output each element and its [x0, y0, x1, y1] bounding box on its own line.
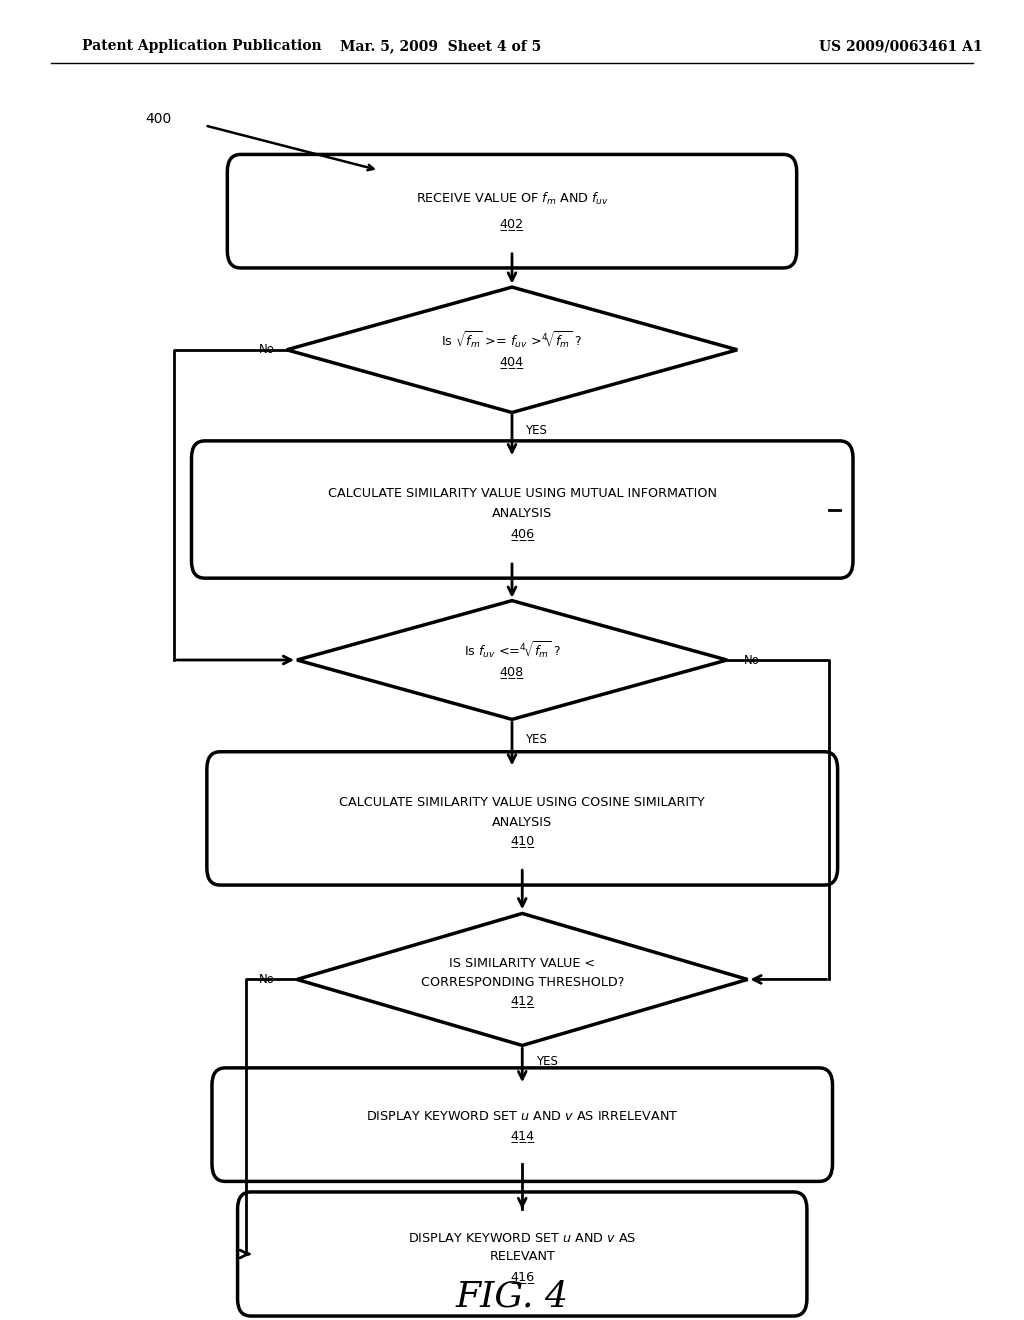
Text: 4̲0̲4̲: 4̲0̲4̲ [500, 355, 524, 368]
Text: No: No [258, 343, 274, 356]
Text: 4̲0̲8̲: 4̲0̲8̲ [500, 665, 524, 678]
Text: YES: YES [525, 733, 547, 746]
Text: 4̲1̲2̲: 4̲1̲2̲ [510, 994, 535, 1007]
Text: RELEVANT: RELEVANT [489, 1250, 555, 1263]
Text: YES: YES [536, 1055, 557, 1068]
Text: No: No [258, 973, 274, 986]
Text: 4̲0̲2̲: 4̲0̲2̲ [500, 216, 524, 230]
Text: DISPLAY KEYWORD SET $u$ AND $v$ AS IRRELEVANT: DISPLAY KEYWORD SET $u$ AND $v$ AS IRREL… [366, 1110, 679, 1123]
Text: Is $f_{uv}$ <=$^4\!\sqrt{f_m}$ ?: Is $f_{uv}$ <=$^4\!\sqrt{f_m}$ ? [464, 640, 560, 661]
FancyBboxPatch shape [212, 1068, 833, 1181]
Text: FIG. 4: FIG. 4 [456, 1279, 568, 1313]
Polygon shape [297, 913, 748, 1045]
FancyBboxPatch shape [207, 752, 838, 884]
Text: Is $\sqrt{f_m}$ >= $f_{uv}$ >$^4\!\sqrt{f_m}$ ?: Is $\sqrt{f_m}$ >= $f_{uv}$ >$^4\!\sqrt{… [441, 330, 583, 351]
Text: Mar. 5, 2009  Sheet 4 of 5: Mar. 5, 2009 Sheet 4 of 5 [340, 40, 541, 53]
Text: 4̲1̲4̲: 4̲1̲4̲ [510, 1129, 535, 1142]
Text: DISPLAY KEYWORD SET $u$ AND $v$ AS: DISPLAY KEYWORD SET $u$ AND $v$ AS [408, 1232, 637, 1245]
FancyBboxPatch shape [191, 441, 853, 578]
Text: IS SIMILARITY VALUE <: IS SIMILARITY VALUE < [450, 957, 595, 970]
FancyBboxPatch shape [238, 1192, 807, 1316]
Text: 400: 400 [145, 112, 172, 125]
Text: CALCULATE SIMILARITY VALUE USING COSINE SIMILARITY: CALCULATE SIMILARITY VALUE USING COSINE … [339, 796, 706, 809]
Text: 4̲1̲6̲: 4̲1̲6̲ [510, 1270, 535, 1283]
Text: ANALYSIS: ANALYSIS [493, 507, 552, 520]
Text: US 2009/0063461 A1: US 2009/0063461 A1 [819, 40, 983, 53]
Text: ANALYSIS: ANALYSIS [493, 816, 552, 829]
Text: $\mathrm{R}$ECEIVE VALUE OF $f_m$ AND $f_{uv}$: $\mathrm{R}$ECEIVE VALUE OF $f_m$ AND $f… [416, 191, 608, 207]
Polygon shape [287, 288, 737, 412]
Text: CORRESPONDING THRESHOLD?: CORRESPONDING THRESHOLD? [421, 975, 624, 989]
Polygon shape [297, 601, 727, 719]
Text: YES: YES [525, 424, 547, 437]
Text: No: No [743, 653, 760, 667]
Text: CALCULATE SIMILARITY VALUE USING MUTUAL INFORMATION: CALCULATE SIMILARITY VALUE USING MUTUAL … [328, 487, 717, 500]
FancyBboxPatch shape [227, 154, 797, 268]
Text: 4̲1̲0̲: 4̲1̲0̲ [510, 834, 535, 847]
Text: 4̲0̲6̲: 4̲0̲6̲ [510, 527, 535, 540]
Text: Patent Application Publication: Patent Application Publication [82, 40, 322, 53]
